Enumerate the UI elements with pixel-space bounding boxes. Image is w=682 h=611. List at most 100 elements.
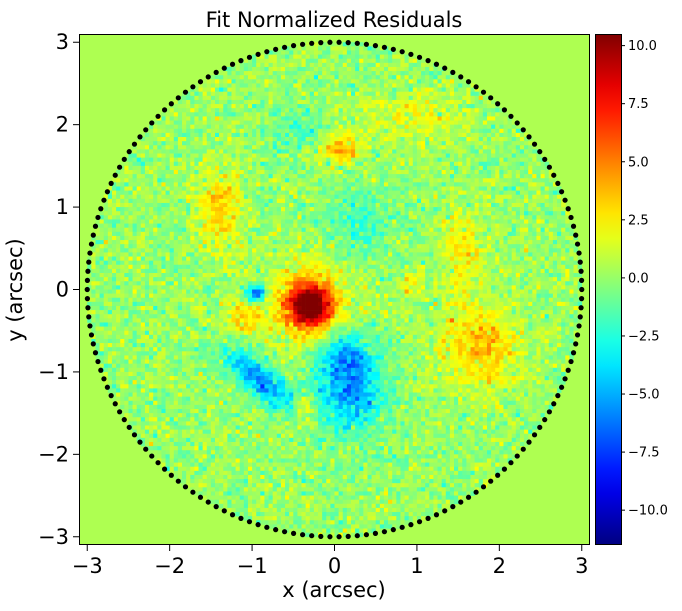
heatmap-cell bbox=[276, 231, 282, 237]
heatmap-cell bbox=[454, 219, 459, 224]
heatmap-cell bbox=[565, 240, 570, 245]
heatmap-cell bbox=[437, 211, 442, 216]
heatmap-cell bbox=[359, 42, 364, 47]
heatmap-cell bbox=[305, 95, 311, 101]
heatmap-cell bbox=[528, 223, 533, 228]
heatmap-cell bbox=[99, 248, 105, 253]
heatmap-cell bbox=[280, 145, 286, 150]
heatmap-cell bbox=[342, 211, 348, 216]
heatmap-cell bbox=[243, 264, 249, 270]
heatmap-cell bbox=[239, 264, 245, 270]
heatmap-cell bbox=[186, 91, 191, 97]
heatmap-cell bbox=[524, 145, 529, 150]
heatmap-cell bbox=[309, 66, 315, 72]
heatmap-cell bbox=[478, 211, 484, 216]
heatmap-cell bbox=[165, 252, 170, 257]
heatmap-cell bbox=[165, 174, 170, 179]
heatmap-cell bbox=[429, 256, 434, 261]
heatmap-cell bbox=[177, 186, 183, 191]
heatmap-cell bbox=[524, 198, 529, 204]
heatmap-cell bbox=[313, 256, 319, 261]
heatmap-cell bbox=[322, 104, 327, 109]
heatmap-cell bbox=[499, 157, 504, 163]
heatmap-cell bbox=[210, 145, 216, 150]
heatmap-cell bbox=[482, 231, 488, 237]
heatmap-cell bbox=[449, 165, 455, 171]
heatmap-cell bbox=[429, 137, 434, 142]
heatmap-cell bbox=[136, 169, 142, 175]
heatmap-cell bbox=[458, 182, 463, 187]
heatmap-cell bbox=[528, 240, 533, 245]
heatmap-cell bbox=[425, 71, 430, 76]
heatmap-cell bbox=[421, 252, 426, 257]
heatmap-cell bbox=[350, 137, 356, 142]
heatmap-cell bbox=[149, 182, 154, 187]
heatmap-cell bbox=[470, 157, 475, 163]
heatmap-cell bbox=[268, 66, 273, 72]
heatmap-cell bbox=[206, 182, 212, 187]
heatmap-cell bbox=[557, 186, 562, 191]
heatmap-cell bbox=[322, 248, 327, 253]
heatmap-cell bbox=[400, 190, 405, 196]
heatmap-cell bbox=[301, 190, 306, 196]
heatmap-cell bbox=[338, 83, 344, 88]
heatmap-cell bbox=[359, 153, 364, 158]
heatmap-cell bbox=[169, 211, 175, 216]
heatmap-cell bbox=[470, 178, 475, 183]
heatmap-cell bbox=[313, 104, 319, 109]
heatmap-cell bbox=[256, 91, 261, 97]
heatmap-cell bbox=[519, 202, 525, 208]
heatmap-cell bbox=[388, 75, 393, 80]
heatmap-cell bbox=[425, 132, 430, 138]
heatmap-cell bbox=[371, 223, 377, 228]
heatmap-cell bbox=[252, 186, 257, 191]
heatmap-cell bbox=[256, 112, 261, 117]
heatmap-cell bbox=[404, 219, 409, 224]
heatmap-cell bbox=[107, 215, 113, 220]
heatmap-cell bbox=[289, 79, 294, 84]
heatmap-cell bbox=[95, 240, 100, 245]
heatmap-cell bbox=[186, 104, 191, 109]
heatmap-cell bbox=[301, 260, 306, 266]
heatmap-cell bbox=[379, 194, 385, 200]
heatmap-cell bbox=[227, 169, 232, 175]
heatmap-cell bbox=[412, 207, 418, 212]
heatmap-cell bbox=[173, 244, 179, 249]
heatmap-cell bbox=[536, 198, 541, 204]
heatmap-cell bbox=[486, 215, 492, 220]
heatmap-cell bbox=[478, 256, 484, 261]
heatmap-cell bbox=[107, 190, 113, 196]
heatmap-cell bbox=[190, 194, 195, 200]
heatmap-cell bbox=[355, 165, 360, 171]
heatmap-cell bbox=[219, 186, 224, 191]
heatmap-cell bbox=[227, 178, 232, 183]
heatmap-cell bbox=[507, 116, 512, 121]
heatmap-cell bbox=[511, 211, 517, 216]
heatmap-cell bbox=[474, 178, 480, 183]
heatmap-cell bbox=[140, 227, 146, 233]
heatmap-cell bbox=[99, 219, 105, 224]
heatmap-cell bbox=[367, 198, 372, 204]
heatmap-cell bbox=[190, 120, 195, 125]
heatmap-cell bbox=[256, 79, 261, 84]
heatmap-cell bbox=[144, 149, 150, 154]
heatmap-cell bbox=[470, 207, 475, 212]
heatmap-cell bbox=[338, 248, 344, 253]
heatmap-cell bbox=[552, 198, 558, 204]
heatmap-cell bbox=[478, 124, 484, 130]
heatmap-cell bbox=[375, 91, 381, 97]
heatmap-cell bbox=[404, 108, 409, 113]
heatmap-cell bbox=[260, 202, 265, 208]
heatmap-cell bbox=[511, 137, 517, 142]
heatmap-cell bbox=[309, 137, 315, 142]
heatmap-cell bbox=[252, 169, 257, 175]
heatmap-cell bbox=[367, 79, 372, 84]
heatmap-cell bbox=[383, 83, 389, 88]
heatmap-cell bbox=[412, 95, 418, 101]
heatmap-cell bbox=[433, 215, 438, 220]
heatmap-cell bbox=[293, 174, 298, 179]
heatmap-cell bbox=[359, 132, 364, 138]
heatmap-cell bbox=[495, 223, 500, 228]
heatmap-cell bbox=[149, 169, 154, 175]
heatmap-cell bbox=[153, 211, 158, 216]
